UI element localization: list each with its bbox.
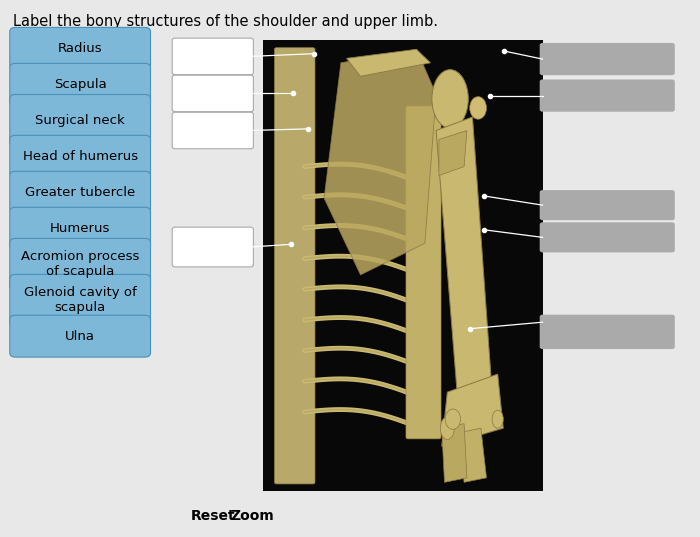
- FancyBboxPatch shape: [540, 315, 675, 349]
- Ellipse shape: [432, 70, 468, 128]
- Text: Greater tubercle: Greater tubercle: [25, 186, 135, 199]
- FancyBboxPatch shape: [10, 27, 150, 69]
- FancyBboxPatch shape: [172, 38, 253, 75]
- FancyBboxPatch shape: [262, 40, 542, 491]
- FancyBboxPatch shape: [540, 79, 675, 112]
- Text: Acromion process
of scapula: Acromion process of scapula: [21, 250, 139, 278]
- Ellipse shape: [470, 97, 486, 119]
- Text: Reset: Reset: [191, 509, 236, 523]
- FancyBboxPatch shape: [540, 190, 675, 220]
- Polygon shape: [324, 49, 436, 275]
- FancyBboxPatch shape: [172, 75, 253, 112]
- Polygon shape: [346, 49, 430, 76]
- Ellipse shape: [492, 410, 503, 428]
- FancyBboxPatch shape: [10, 171, 150, 213]
- Text: Surgical neck: Surgical neck: [35, 114, 125, 127]
- Polygon shape: [442, 424, 467, 482]
- FancyBboxPatch shape: [540, 43, 675, 75]
- Text: Humerus: Humerus: [50, 222, 111, 235]
- FancyBboxPatch shape: [540, 222, 675, 252]
- Text: Radius: Radius: [58, 42, 102, 55]
- FancyBboxPatch shape: [406, 106, 441, 439]
- FancyBboxPatch shape: [10, 135, 150, 177]
- FancyBboxPatch shape: [10, 207, 150, 249]
- FancyBboxPatch shape: [10, 95, 150, 146]
- Ellipse shape: [440, 417, 454, 439]
- Ellipse shape: [445, 409, 461, 430]
- Text: Head of humerus: Head of humerus: [22, 150, 138, 163]
- Text: Ulna: Ulna: [65, 330, 95, 343]
- Polygon shape: [436, 117, 492, 410]
- Text: Label the bony structures of the shoulder and upper limb.: Label the bony structures of the shoulde…: [13, 14, 438, 30]
- FancyBboxPatch shape: [10, 315, 150, 357]
- Text: Scapula: Scapula: [54, 78, 106, 91]
- Text: Glenoid cavity of
scapula: Glenoid cavity of scapula: [24, 286, 136, 314]
- FancyBboxPatch shape: [10, 63, 150, 105]
- FancyBboxPatch shape: [172, 227, 253, 267]
- FancyBboxPatch shape: [10, 238, 150, 290]
- FancyBboxPatch shape: [172, 112, 253, 149]
- Polygon shape: [458, 428, 486, 482]
- Polygon shape: [442, 374, 503, 446]
- Polygon shape: [439, 130, 467, 176]
- Text: Zoom: Zoom: [230, 509, 274, 523]
- FancyBboxPatch shape: [274, 48, 315, 484]
- FancyBboxPatch shape: [10, 274, 150, 326]
